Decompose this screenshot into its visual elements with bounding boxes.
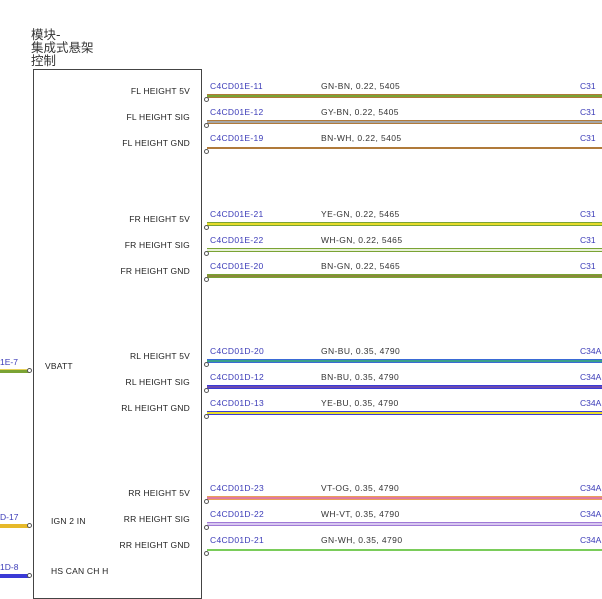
wire-line[interactable] (207, 94, 602, 98)
wire-terminal (204, 225, 209, 230)
wire-destination-id[interactable]: C31 (580, 107, 596, 117)
left-pin-label-ign2: IGN 2 IN (51, 516, 86, 526)
wire-destination-id[interactable]: C34A (580, 398, 602, 408)
wire-destination-id[interactable]: C34A (580, 483, 602, 493)
wire-line[interactable] (207, 548, 602, 552)
pin-label: RR HEIGHT 5V (128, 488, 190, 498)
left-connector-id: 1E-7 (0, 357, 18, 367)
wire-connector-id[interactable]: C4CD01E-22 (210, 235, 264, 245)
wire-destination-id[interactable]: C31 (580, 261, 596, 271)
left-wire-vbatt[interactable] (0, 369, 30, 373)
wire-connector-id[interactable]: C4CD01D-22 (210, 509, 265, 519)
pin-label: FL HEIGHT 5V (130, 86, 190, 96)
wire-line[interactable] (207, 146, 602, 150)
wire-destination-id[interactable]: C31 (580, 209, 596, 219)
wire-connector-id[interactable]: C4CD01D-21 (210, 535, 265, 545)
left-connector-id: 1D-8 (0, 562, 19, 572)
wire-connector-id[interactable]: C4CD01E-11 (210, 81, 263, 91)
left-pin-label-vbatt: VBATT (45, 361, 73, 371)
wire-terminal (204, 123, 209, 128)
wire-spec: GN-BU, 0.35, 4790 (321, 346, 401, 356)
wire-spec: BN-WH, 0.22, 5405 (321, 133, 402, 143)
left-terminal-hscan (27, 573, 32, 578)
pin-label: FL HEIGHT GND (122, 138, 190, 148)
wire-spec: VT-OG, 0.35, 4790 (321, 483, 400, 493)
wire-terminal (204, 499, 209, 504)
wire-terminal (204, 525, 209, 530)
suspension-control-module (33, 69, 202, 599)
pin-label: FR HEIGHT 5V (129, 214, 190, 224)
module-title-line-3: 控制 (31, 53, 57, 68)
wire-connector-id[interactable]: C4CD01E-20 (210, 261, 264, 271)
wire-spec: YE-GN, 0.22, 5465 (321, 209, 400, 219)
wire-destination-id[interactable]: C34A (580, 372, 602, 382)
wire-connector-id[interactable]: C4CD01D-23 (210, 483, 265, 493)
wire-connector-id[interactable]: C4CD01D-20 (210, 346, 265, 356)
wire-connector-id[interactable]: C4CD01E-12 (210, 107, 264, 117)
wire-connector-id[interactable]: C4CD01D-13 (210, 398, 265, 408)
wire-spec: GY-BN, 0.22, 5405 (321, 107, 399, 117)
wire-spec: WH-GN, 0.22, 5465 (321, 235, 403, 245)
wire-terminal (204, 97, 209, 102)
pin-label: RR HEIGHT GND (119, 540, 190, 550)
wire-line[interactable] (207, 411, 602, 415)
wire-line[interactable] (207, 274, 602, 278)
wire-terminal (204, 414, 209, 419)
wire-line[interactable] (207, 248, 602, 252)
left-wire-ign2[interactable] (0, 524, 30, 528)
left-wire-hscan[interactable] (0, 574, 30, 578)
wire-line[interactable] (207, 522, 602, 526)
pin-label: RR HEIGHT SIG (123, 514, 190, 524)
wire-line[interactable] (207, 222, 602, 226)
wire-destination-id[interactable]: C31 (580, 81, 596, 91)
pin-label: FR HEIGHT SIG (124, 240, 190, 250)
wire-spec: BN-BU, 0.35, 4790 (321, 372, 400, 382)
wire-spec: GN-WH, 0.35, 4790 (321, 535, 403, 545)
wire-connector-id[interactable]: C4CD01D-12 (210, 372, 265, 382)
wire-line[interactable] (207, 496, 602, 500)
wire-line[interactable] (207, 359, 602, 363)
wire-spec: GN-BN, 0.22, 5405 (321, 81, 401, 91)
pin-label: RL HEIGHT 5V (129, 351, 190, 361)
wire-destination-id[interactable]: C34A (580, 509, 602, 519)
wire-spec: YE-BU, 0.35, 4790 (321, 398, 399, 408)
left-pin-label-hscan: HS CAN CH H (51, 566, 109, 576)
wire-connector-id[interactable]: C4CD01E-19 (210, 133, 264, 143)
wire-spec: WH-VT, 0.35, 4790 (321, 509, 400, 519)
wire-destination-id[interactable]: C34A (580, 346, 602, 356)
pin-label: FL HEIGHT SIG (126, 112, 190, 122)
pin-label: FR HEIGHT GND (120, 266, 190, 276)
wire-terminal (204, 388, 209, 393)
left-terminal-vbatt (27, 368, 32, 373)
pin-label: RL HEIGHT SIG (125, 377, 190, 387)
wire-destination-id[interactable]: C31 (580, 235, 596, 245)
wire-destination-id[interactable]: C34A (580, 535, 602, 545)
wire-spec: BN-GN, 0.22, 5465 (321, 261, 401, 271)
wire-line[interactable] (207, 385, 602, 389)
wire-destination-id[interactable]: C31 (580, 133, 596, 143)
wire-connector-id[interactable]: C4CD01E-21 (210, 209, 264, 219)
wire-terminal (204, 551, 209, 556)
left-terminal-ign2 (27, 523, 32, 528)
module-title-line-1: 模块- (31, 27, 61, 42)
pin-label: RL HEIGHT GND (121, 403, 190, 413)
wire-terminal (204, 251, 209, 256)
left-connector-id: D-17 (0, 512, 19, 522)
module-title-line-2: 集成式悬架 (31, 40, 94, 55)
wire-terminal (204, 149, 209, 154)
wire-terminal (204, 362, 209, 367)
wire-terminal (204, 277, 209, 282)
wire-line[interactable] (207, 120, 602, 124)
